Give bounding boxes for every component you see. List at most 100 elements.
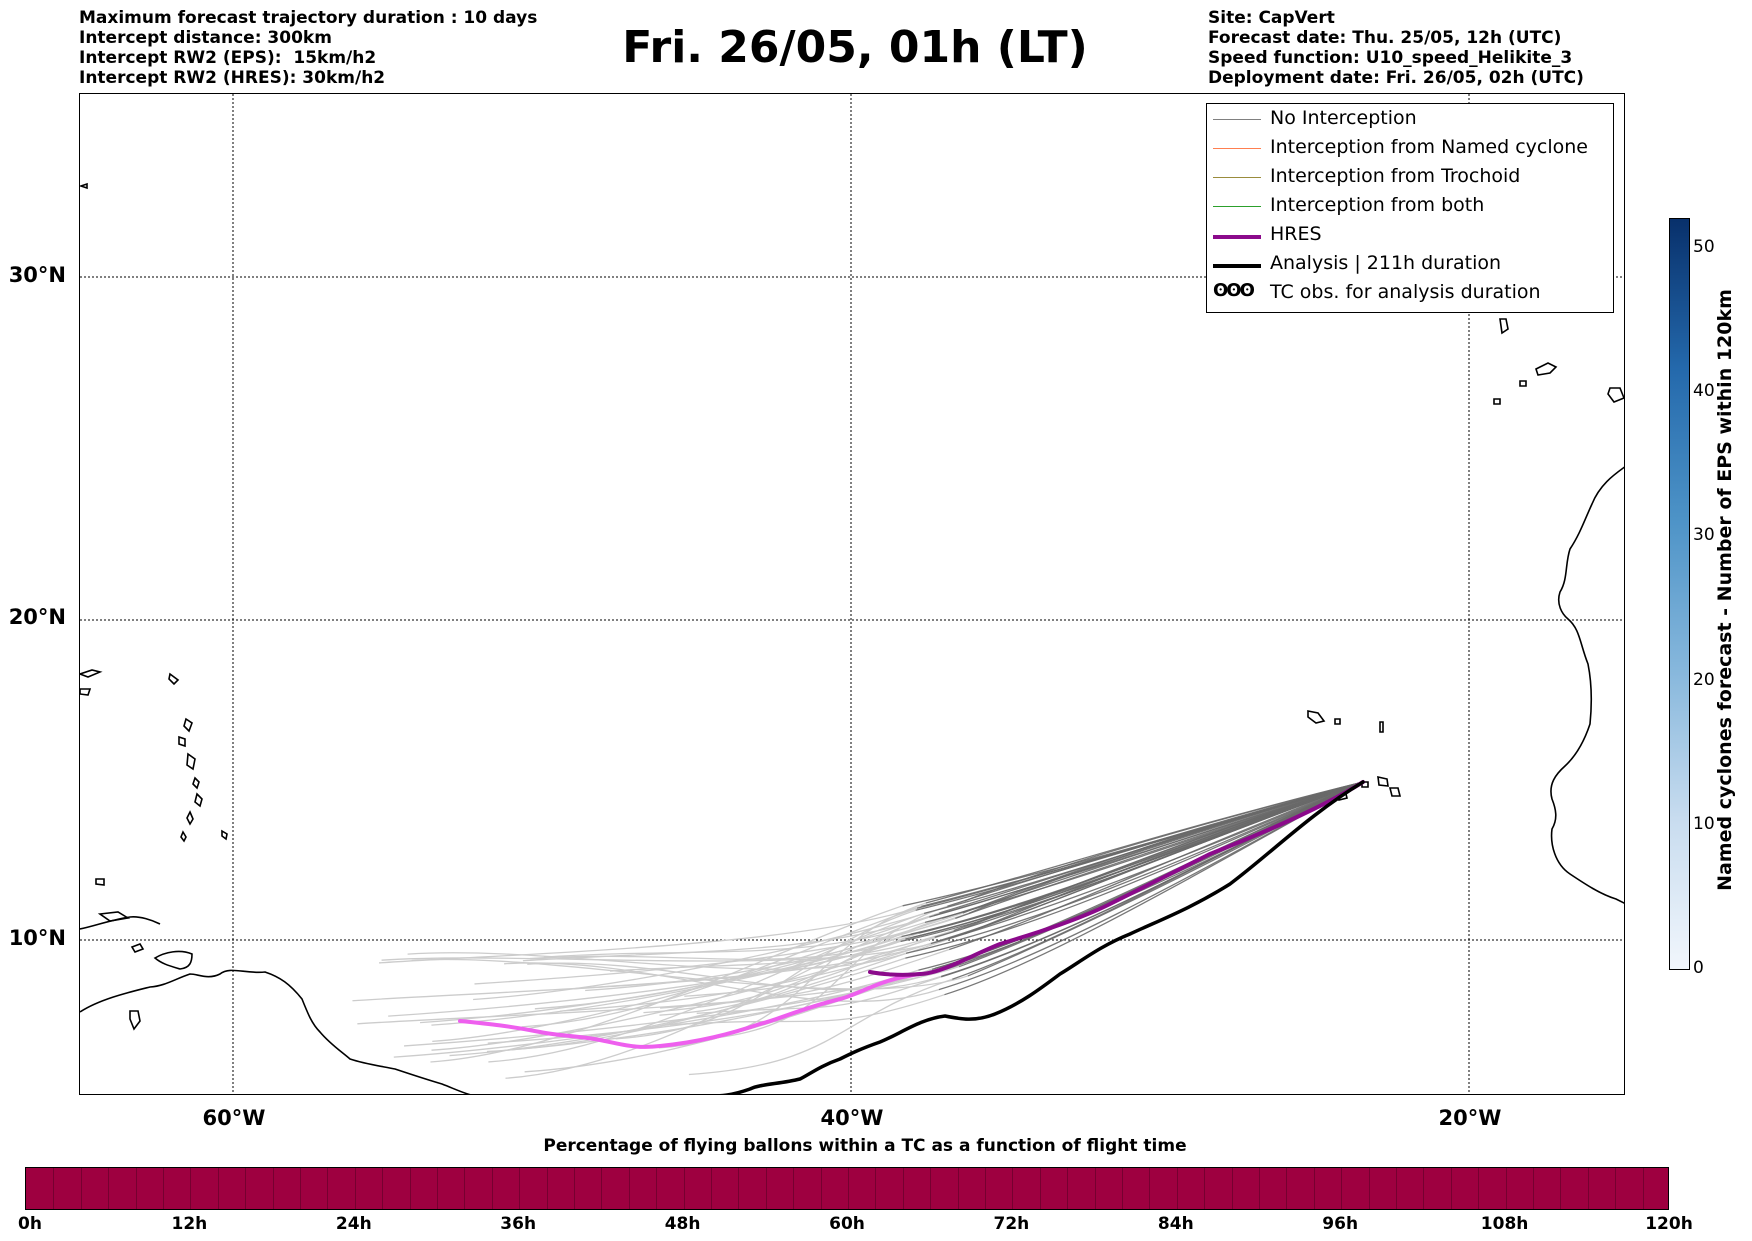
legend-line-sample xyxy=(1213,176,1261,178)
island xyxy=(80,182,88,190)
colorbar-divider xyxy=(1533,1168,1534,1209)
ensemble-track-early xyxy=(407,952,907,970)
lon-label-20w: 20°W xyxy=(1438,1106,1502,1130)
colorbar-divider xyxy=(437,1168,438,1209)
ensemble-track-early xyxy=(610,929,954,972)
ensemble-track-late xyxy=(947,781,1364,907)
colorbar-divider xyxy=(546,1168,548,1209)
cape-verde-island xyxy=(1377,775,1389,787)
colorbar-divider xyxy=(820,1168,822,1209)
legend-label: Analysis | 211h duration xyxy=(1270,252,1502,274)
island xyxy=(192,776,200,790)
colorbar-divider xyxy=(272,1168,274,1209)
island xyxy=(186,752,196,771)
colorbar-divider xyxy=(1478,1168,1480,1209)
canary-island xyxy=(1519,380,1527,387)
colorbar-divider xyxy=(848,1168,849,1209)
ensemble-track-early xyxy=(504,962,940,1002)
lat-label-30n: 30°N xyxy=(8,263,66,287)
colorbar-divider xyxy=(683,1168,685,1209)
legend-line-sample xyxy=(1213,118,1261,120)
colorbar-divider xyxy=(300,1168,301,1209)
island xyxy=(168,672,180,686)
flight-time-tick: 96h xyxy=(1322,1214,1359,1234)
legend-item-both: Interception from both xyxy=(1207,191,1613,220)
colorbar-divider xyxy=(1313,1168,1315,1209)
colorbar-divider xyxy=(1341,1168,1343,1209)
ensemble-track-late xyxy=(963,781,1364,930)
flight-time-tick: 0h xyxy=(18,1214,42,1234)
colorbar-divider xyxy=(765,1168,767,1209)
island xyxy=(80,688,92,696)
page-title: Fri. 26/05, 01h (LT) xyxy=(622,22,1088,73)
cape-verde-island xyxy=(1379,721,1384,733)
eps-colorbar-tick: 30 xyxy=(1693,525,1715,546)
header-left-line: Intercept RW2 (HRES): 30km/h2 xyxy=(79,68,386,88)
hres-track xyxy=(458,780,1365,1049)
ensemble-early-tracks xyxy=(352,900,970,1079)
colorbar-divider xyxy=(574,1168,575,1209)
header-left-line: Maximum forecast trajectory duration : 1… xyxy=(79,8,538,28)
colorbar-divider xyxy=(1094,1168,1096,1209)
colorbar-divider xyxy=(1450,1168,1452,1209)
eps-colorbar-label: Named cyclones forecast - Number of EPS … xyxy=(1714,289,1736,891)
ensemble-track-early xyxy=(522,914,935,962)
flight-time-tick: 36h xyxy=(500,1214,537,1234)
ensemble-track-early xyxy=(419,935,902,1024)
flight-time-tick: 24h xyxy=(335,1214,372,1234)
colorbar-divider xyxy=(1587,1168,1589,1209)
lat-label-10n: 10°N xyxy=(8,926,66,950)
header-left-info: Maximum forecast trajectory duration : 1… xyxy=(79,8,537,88)
eps-colorbar-tick: 40 xyxy=(1693,381,1715,402)
legend-line-sample xyxy=(1213,147,1261,149)
map-canvas[interactable] xyxy=(80,94,1625,1095)
analysis-track xyxy=(719,780,1365,1094)
flight-time-tick: 48h xyxy=(664,1214,701,1234)
colorbar-divider xyxy=(190,1168,192,1209)
lon-label-60w: 60°W xyxy=(202,1106,266,1130)
ensemble-track-late xyxy=(925,781,1364,904)
colorbar-divider xyxy=(1368,1168,1370,1209)
colorbar-divider xyxy=(327,1168,329,1209)
colorbar-divider xyxy=(1122,1168,1123,1209)
ensemble-track-late xyxy=(905,781,1364,954)
tobago xyxy=(130,943,145,953)
header-right-line: Speed function: U10_speed_Helikite_3 xyxy=(1208,48,1573,68)
legend-line-sample xyxy=(1213,263,1261,268)
legend-line-sample xyxy=(1213,234,1261,239)
legend-item-named-cyclone: Interception from Named cyclone xyxy=(1207,133,1613,162)
eps-colorbar-tick: 10 xyxy=(1693,813,1715,834)
colorbar-divider xyxy=(108,1168,110,1209)
colorbar-divider xyxy=(1149,1168,1151,1209)
colorbar-divider xyxy=(1615,1168,1617,1209)
flight-time-tick: 108h xyxy=(1480,1214,1529,1234)
ensemble-track-early xyxy=(670,994,945,1026)
ensemble-track-early xyxy=(660,948,950,1009)
island xyxy=(221,829,228,841)
colorbar-divider xyxy=(382,1168,384,1209)
lat-label-20n: 20°N xyxy=(8,605,66,629)
hres-track-early xyxy=(458,972,922,1049)
ensemble-track-early xyxy=(404,968,947,1047)
colorbar-divider xyxy=(217,1168,219,1209)
legend-item-hres: HRES xyxy=(1207,220,1613,249)
colorbar-divider xyxy=(1259,1168,1260,1209)
colorbar-divider xyxy=(1642,1168,1644,1209)
colorbar-divider xyxy=(1039,1168,1041,1209)
legend-item-trochoid: Interception from Trochoid xyxy=(1207,162,1613,191)
map-legend: No Interception Interception from Named … xyxy=(1206,103,1614,313)
colorbar-divider xyxy=(464,1168,466,1209)
eps-colorbar-tick: 0 xyxy=(1693,958,1704,978)
legend-item-no-interception: No Interception xyxy=(1207,104,1613,133)
flight-time-tick: 72h xyxy=(993,1214,1030,1234)
legend-label: No Interception xyxy=(1270,107,1417,129)
header-left-line: Intercept RW2 (EPS): 15km/h2 xyxy=(79,48,377,68)
ensemble-track-early xyxy=(696,905,948,1041)
island xyxy=(183,717,193,733)
ensemble-track-late xyxy=(948,781,1364,951)
ensemble-track-late xyxy=(912,781,1364,938)
colorbar-divider xyxy=(985,1168,986,1209)
trinidad xyxy=(153,950,193,970)
colorbar-divider xyxy=(245,1168,247,1209)
ensemble-track-early xyxy=(431,927,964,1051)
